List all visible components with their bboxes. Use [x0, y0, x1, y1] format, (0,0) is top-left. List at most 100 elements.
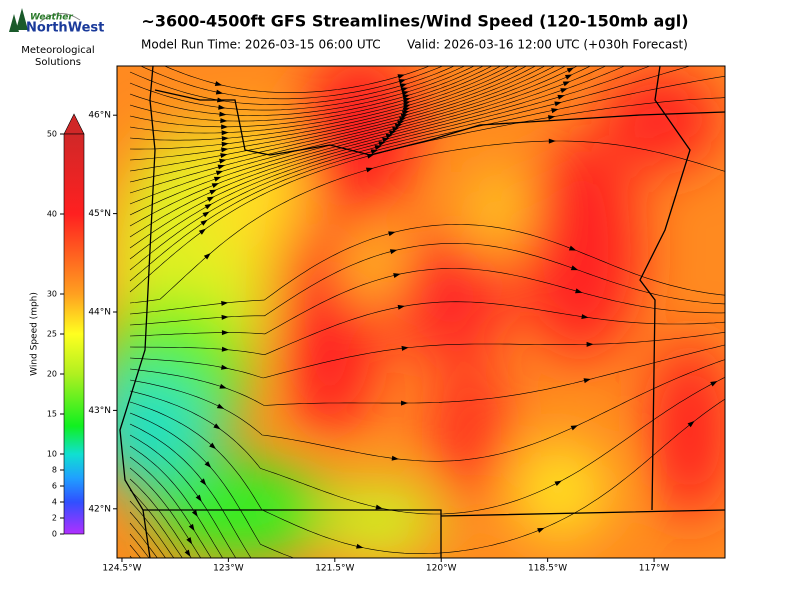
streamline: [129, 489, 183, 558]
streamline: [129, 268, 725, 337]
stream-arrow: [562, 81, 571, 87]
streamline: [129, 359, 725, 462]
streamline: [129, 445, 224, 558]
streamline: [129, 467, 202, 558]
stream-arrow: [221, 147, 229, 153]
colorbar-tick-label: 15: [47, 410, 57, 419]
valid-time: Valid: 2026-03-16 12:00 UTC (+030h Forec…: [407, 38, 688, 52]
streamline: [129, 301, 725, 356]
streamline: [129, 66, 592, 227]
streamline: [129, 66, 502, 134]
stream-arrow: [733, 72, 740, 77]
state-border: [154, 89, 725, 156]
streamline: [129, 522, 158, 558]
colorbar-tick-label: 6: [52, 482, 57, 491]
streamline: [129, 478, 192, 558]
stream-arrow: [564, 74, 573, 80]
streamline: [129, 66, 528, 161]
y-tick-label: 43°N: [88, 406, 111, 416]
stream-arrow: [206, 196, 215, 202]
stream-arrow: [218, 104, 226, 110]
streamline: [129, 66, 519, 150]
colorbar-tick-label: 0: [52, 530, 57, 539]
x-tick-label: 124.5°W: [102, 564, 141, 574]
stream-arrow: [740, 352, 747, 357]
state-border: [143, 509, 725, 558]
streamline: [129, 66, 546, 183]
stream-arrow: [213, 176, 222, 182]
colorbar: [63, 133, 85, 535]
stream-arrow: [729, 171, 736, 176]
streamline: [129, 66, 626, 249]
colorbar-tick-label: 40: [47, 210, 57, 219]
colorbar-tick-label: 20: [47, 370, 57, 379]
y-tick-label: 46°N: [88, 111, 111, 121]
streamline: [129, 75, 725, 282]
title: ~3600-4500ft GFS Streamlines/Wind Speed …: [141, 12, 688, 31]
x-tick-label: 118.5°W: [528, 564, 567, 574]
streamline: [129, 243, 725, 326]
colorbar-tick-label: 2: [52, 514, 57, 523]
colorbar-tick-label: 30: [47, 290, 57, 299]
stream-arrow: [568, 245, 577, 251]
stream-arrow: [397, 304, 405, 310]
borders: [119, 66, 725, 558]
stream-arrow: [184, 562, 190, 569]
streamline: [129, 412, 295, 558]
streamline: [129, 140, 725, 304]
streamline: [129, 344, 725, 406]
streamline: [129, 511, 166, 558]
streamline: [129, 376, 725, 515]
x-tick-label: 121.5°W: [315, 564, 354, 574]
stream-arrow: [537, 527, 545, 533]
logo-brand: NorthWest: [26, 21, 104, 36]
stream-arrow: [732, 95, 739, 100]
stream-arrow: [581, 314, 589, 320]
streamline: [129, 66, 536, 172]
colorbar-label: Wind Speed (mph): [30, 292, 40, 376]
streamline: [129, 66, 510, 141]
stream-arrow: [569, 54, 576, 60]
wind-field: [117, 52, 747, 593]
y-tick-label: 45°N: [88, 209, 111, 219]
streamline: [129, 434, 237, 558]
stream-arrow: [221, 141, 229, 147]
streamline: [129, 224, 725, 315]
stream-arrow: [211, 183, 220, 189]
streamlines: [129, 52, 747, 593]
colorbar-tick-label: 8: [52, 466, 57, 475]
logo: Weather NorthWest Meteorological Solutio…: [9, 8, 104, 68]
model-run: Model Run Time: 2026-03-15 06:00 UTC: [141, 38, 381, 52]
stream-arrow: [209, 189, 217, 195]
streamline: [129, 66, 556, 194]
streamline: [129, 66, 466, 111]
colorbar-extend: [63, 113, 85, 135]
logo-mountain: [39, 13, 81, 23]
streamline: [129, 66, 475, 116]
stream-arrow: [219, 383, 227, 389]
streamline: [129, 66, 651, 260]
stream-arrow: [570, 66, 571, 67]
stream-arrow: [566, 67, 575, 73]
stream-arrow: [733, 52, 740, 57]
streamline: [129, 66, 567, 205]
colorbar-tick-label: 10: [47, 450, 57, 459]
logo-line: Solutions: [35, 57, 81, 68]
stream-arrow: [221, 300, 229, 306]
streamline: [129, 331, 725, 379]
field-blobs: [117, 66, 725, 558]
stream-arrow: [183, 573, 189, 580]
streamline: [129, 66, 691, 271]
streamline: [140, 66, 444, 100]
stream-arrow: [547, 115, 556, 121]
colorbar-tick-label: 4: [52, 498, 57, 507]
logo-trees: [9, 8, 28, 32]
streamline: [130, 578, 133, 582]
logo-brand-top: Weather: [30, 13, 73, 23]
colorbar-tick-label: 25: [47, 330, 57, 339]
streamline: [130, 589, 133, 593]
colorbar-tick-label: 50: [47, 130, 57, 139]
streamline: [129, 456, 212, 558]
